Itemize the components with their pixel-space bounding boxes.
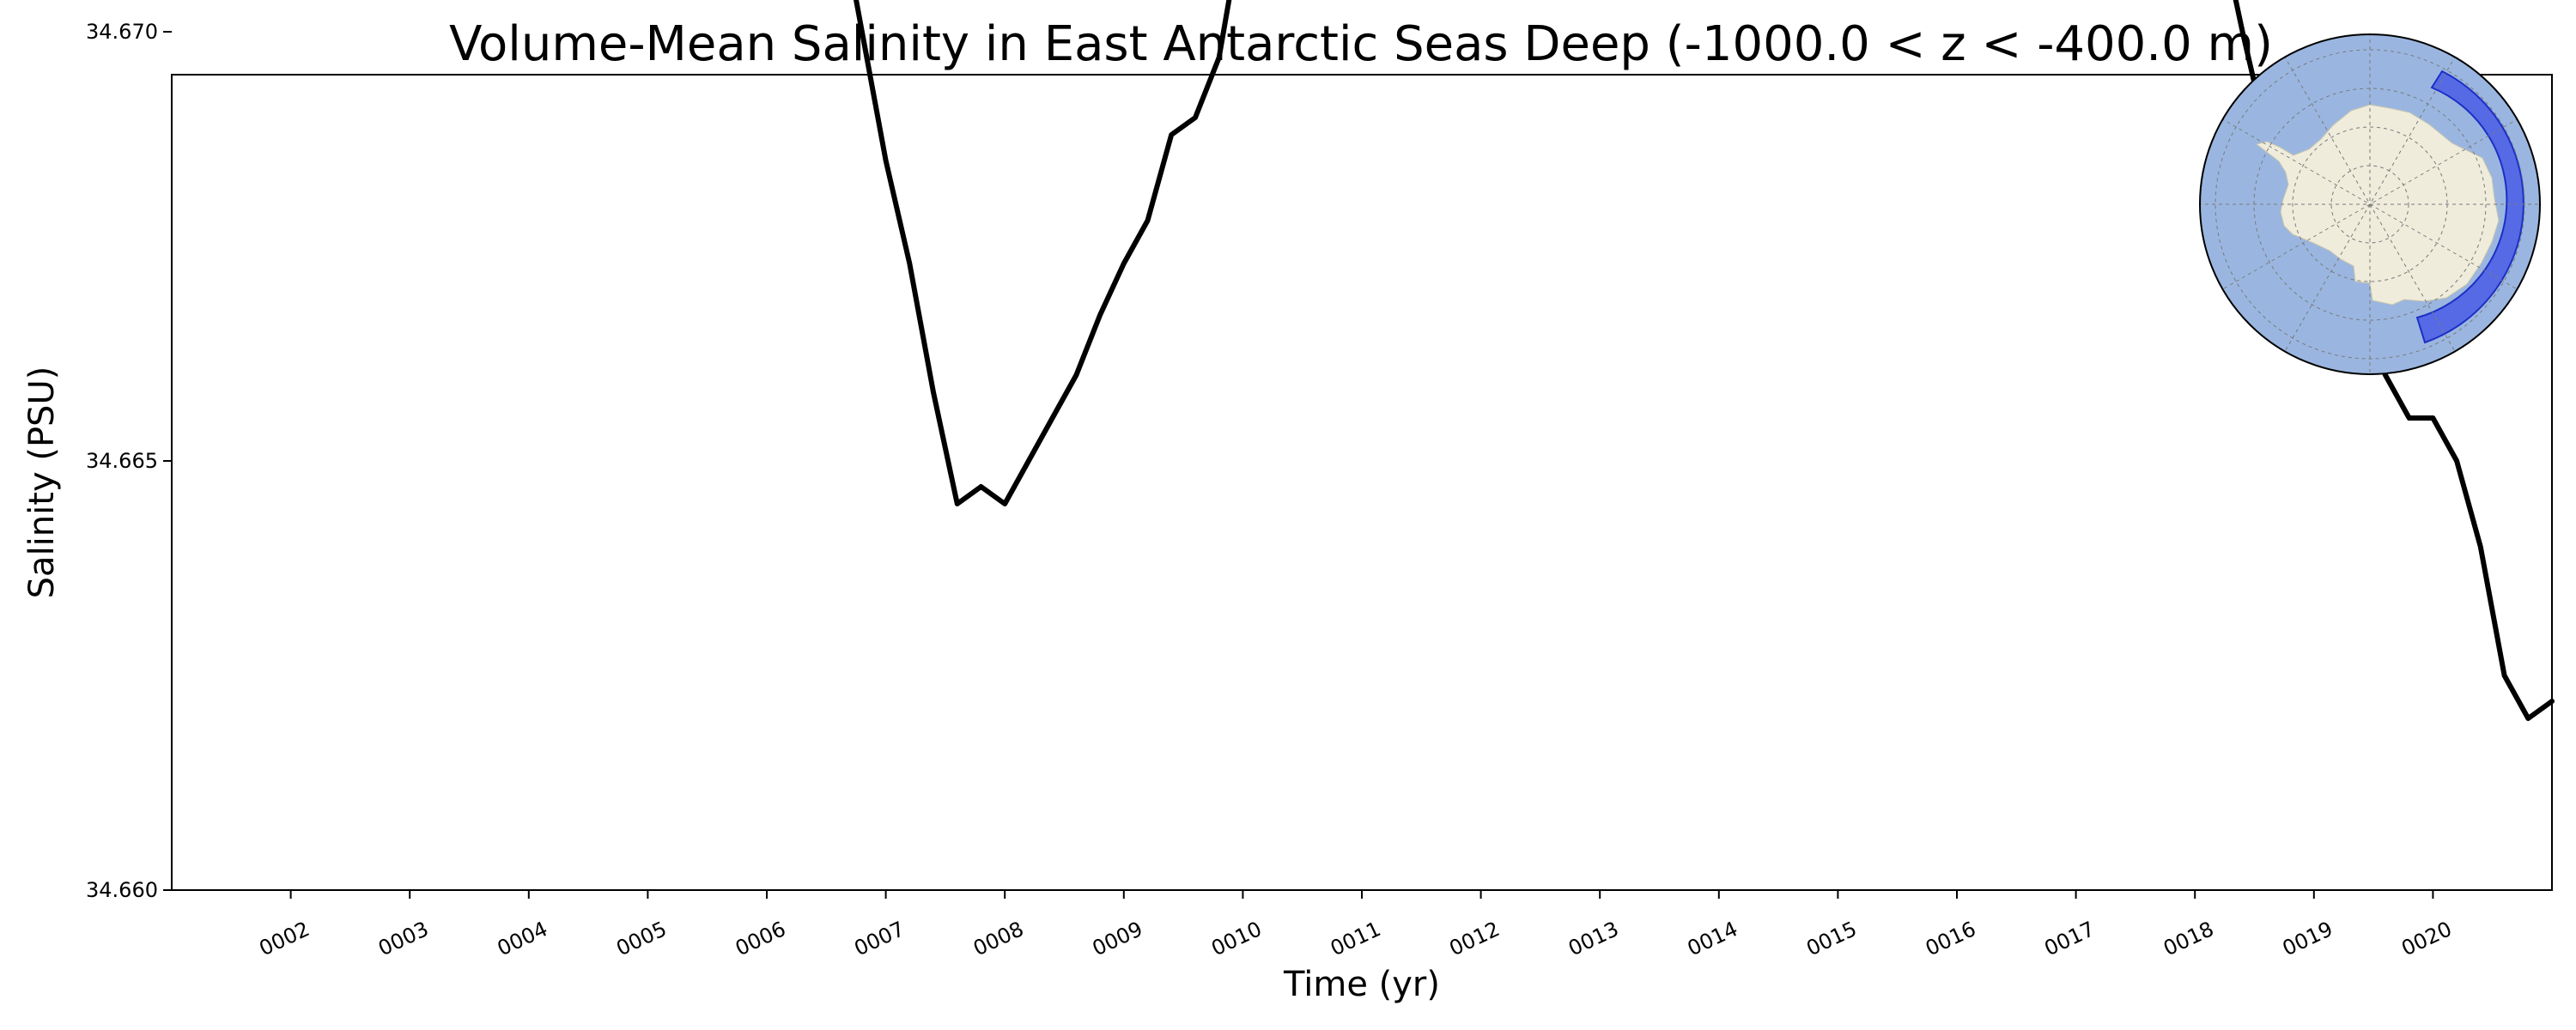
chart-title: Volume-Mean Salinity in East Antarctic S… <box>449 16 2273 72</box>
plot-frame <box>171 74 2553 891</box>
y-tick-label: 34.665 <box>86 449 158 473</box>
y-axis-label: Salinity (PSU) <box>22 367 62 599</box>
inset-map <box>2199 33 2541 375</box>
y-tick-label: 34.670 <box>86 20 158 44</box>
inset-map-graticule <box>2200 34 2540 374</box>
inset-map-region <box>2415 70 2524 344</box>
y-tick-label: 34.660 <box>86 878 158 902</box>
graticule-meridian <box>2221 118 2519 291</box>
x-axis-label: Time (yr) <box>1283 965 1440 1004</box>
y-axis: 34.66034.66534.67034.67534.68034.68534.6… <box>86 20 172 902</box>
inset-map-border <box>2199 33 2541 375</box>
